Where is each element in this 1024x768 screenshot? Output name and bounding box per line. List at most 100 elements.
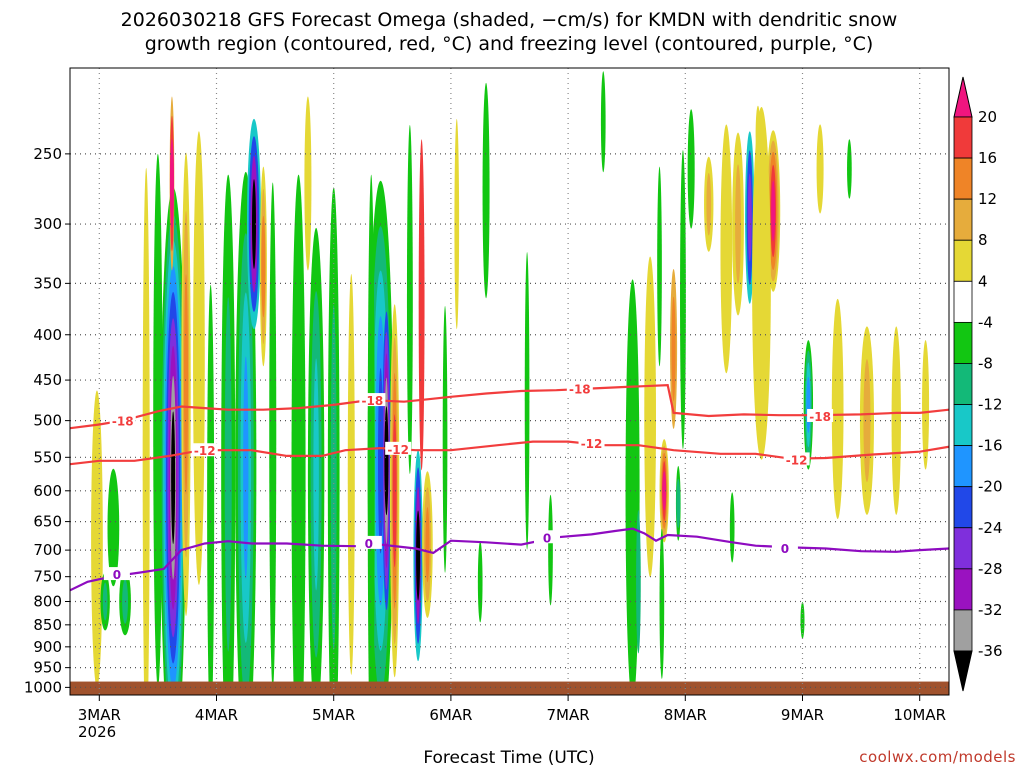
- omega-blob-26: [224, 297, 232, 652]
- omega-blob-95: [720, 124, 733, 374]
- contour-label--12: -12: [786, 453, 808, 467]
- omega-blob-68: [425, 506, 430, 583]
- contours: -18 -18 -18 -18 -12 -12 -12 -12 0 0 0 0: [70, 381, 949, 592]
- omega-blob-46: [347, 274, 355, 675]
- omega-blob-85: [657, 166, 662, 367]
- omega-blob-42: [313, 358, 319, 591]
- colorbar-label--4: -4: [978, 313, 993, 331]
- omega-blob-6: [142, 167, 150, 695]
- x-tick-4MAR: 4MAR: [195, 706, 238, 724]
- contour-label-0: 0: [543, 531, 551, 545]
- y-tick-600: 600: [33, 482, 62, 500]
- colorbar-label-16: 16: [978, 149, 997, 167]
- y-tick-500: 500: [33, 412, 62, 430]
- omega-blob-30: [243, 356, 249, 579]
- contour-label-bg-1-2: [578, 436, 605, 450]
- x-tick-7MAR: 7MAR: [547, 706, 590, 724]
- contour-label--12: -12: [387, 443, 409, 457]
- omega-blob-117: [922, 340, 930, 470]
- omega-blob-113: [831, 298, 844, 519]
- colorbar-segment-10: [953, 527, 973, 570]
- contour-label-bg-0-3: [807, 408, 834, 422]
- contour-label-0: 0: [781, 542, 789, 556]
- omega-blob-94: [706, 173, 712, 236]
- omega-blob-1: [107, 468, 120, 587]
- contour--18: [70, 384, 949, 430]
- omega-blob-77: [625, 279, 640, 695]
- colorbar-segment-5: [953, 321, 973, 364]
- ground-band: [70, 681, 949, 695]
- x-tick-8MAR: 8MAR: [664, 706, 707, 724]
- y-tick-950: 950: [33, 659, 62, 677]
- contour-label-bg-0-0: [109, 413, 136, 427]
- omega-blob-100: [747, 173, 752, 262]
- omega-blob-118: [816, 124, 824, 214]
- chart-title-line-2: growth region (contoured, red, °C) and f…: [145, 33, 874, 55]
- colorbar-segment-9: [953, 486, 973, 529]
- omega-blob-35: [269, 182, 277, 689]
- y-tick-650: 650: [33, 513, 62, 531]
- contour-label--12: -12: [581, 437, 603, 451]
- omega-blob-89: [676, 478, 681, 529]
- plot-background: [70, 68, 949, 695]
- omega-blob-24: [207, 284, 215, 695]
- y-tick-750: 750: [33, 568, 62, 586]
- contour-label--18: -18: [112, 415, 134, 429]
- omega-blob-116: [891, 326, 901, 515]
- omega-blob-56: [384, 406, 389, 516]
- x-axis: 3MAR 4MAR 5MAR 6MAR 7MAR 8MAR 9MAR 10MAR: [78, 695, 946, 724]
- omega-blob-112: [806, 376, 811, 433]
- colorbar-label--20: -20: [978, 478, 1003, 496]
- contour-label-bg-1-3: [783, 452, 810, 466]
- contour-label-bg-2-0: [103, 567, 130, 581]
- contour-label--18: -18: [569, 383, 591, 397]
- omega-blob-43: [304, 96, 312, 271]
- colorbar-label--32: -32: [978, 601, 1003, 619]
- colorbar-label-4: 4: [978, 272, 988, 290]
- colorbar-segment-11: [953, 568, 973, 611]
- colorbar: 20 16 12 8 4 -4 -8 -12 -16 -20 -24 -28 -32 -36: [953, 76, 1003, 692]
- omega-blob-22: [169, 139, 174, 228]
- omega-blob-108: [755, 105, 761, 163]
- omega-blob-121: [600, 71, 606, 173]
- omega-blob-16: [171, 411, 176, 545]
- omega-blob-97: [735, 164, 741, 284]
- omega-blob-91: [659, 528, 665, 679]
- contour-label--12: -12: [194, 444, 216, 458]
- contour-label-bg-2-1: [355, 535, 382, 549]
- omega-blob-78: [636, 510, 641, 654]
- colorbar-segment-4: [953, 280, 973, 323]
- x-tick-10MAR: 10MAR: [893, 706, 946, 724]
- y-tick-450: 450: [33, 371, 62, 389]
- omega-blob-0: [91, 390, 103, 688]
- omega-blob-65: [416, 510, 421, 601]
- colorbar-label--16: -16: [978, 437, 1003, 455]
- colorbar-bottom-triangle: [953, 650, 973, 692]
- contour-label--18: -18: [362, 394, 384, 408]
- omega-blob-19: [184, 274, 189, 495]
- colorbar-label--24: -24: [978, 519, 1003, 537]
- contour-label--18: -18: [809, 410, 831, 424]
- y-tick-700: 700: [33, 541, 62, 559]
- x-tick-5MAR: 5MAR: [312, 706, 355, 724]
- x-tick-3MAR: 3MAR: [78, 706, 121, 724]
- omega-blob-73: [482, 82, 490, 299]
- omega-blob-34: [252, 179, 257, 269]
- colorbar-label-20: 20: [978, 108, 997, 126]
- omega-blob-76: [477, 541, 483, 623]
- x-tick-6MAR: 6MAR: [429, 706, 472, 724]
- colorbar-segment-3: [953, 239, 973, 282]
- colorbar-segment-0: [953, 116, 973, 159]
- colorbar-segment-7: [953, 404, 973, 447]
- omega-blob-23: [193, 131, 205, 585]
- colorbar-segment-2: [953, 198, 973, 241]
- contour-label-bg-1-1: [385, 441, 412, 455]
- colorbar-label--12: -12: [978, 396, 1003, 414]
- omega-blob-87: [671, 296, 676, 402]
- colorbar-top-triangle: [953, 76, 973, 118]
- omega-blob-71: [442, 306, 448, 573]
- omega-blob-115: [863, 359, 871, 483]
- omega-blob-39: [291, 174, 306, 695]
- colorbar-label--36: -36: [978, 642, 1003, 660]
- contour-label-0: 0: [113, 568, 121, 582]
